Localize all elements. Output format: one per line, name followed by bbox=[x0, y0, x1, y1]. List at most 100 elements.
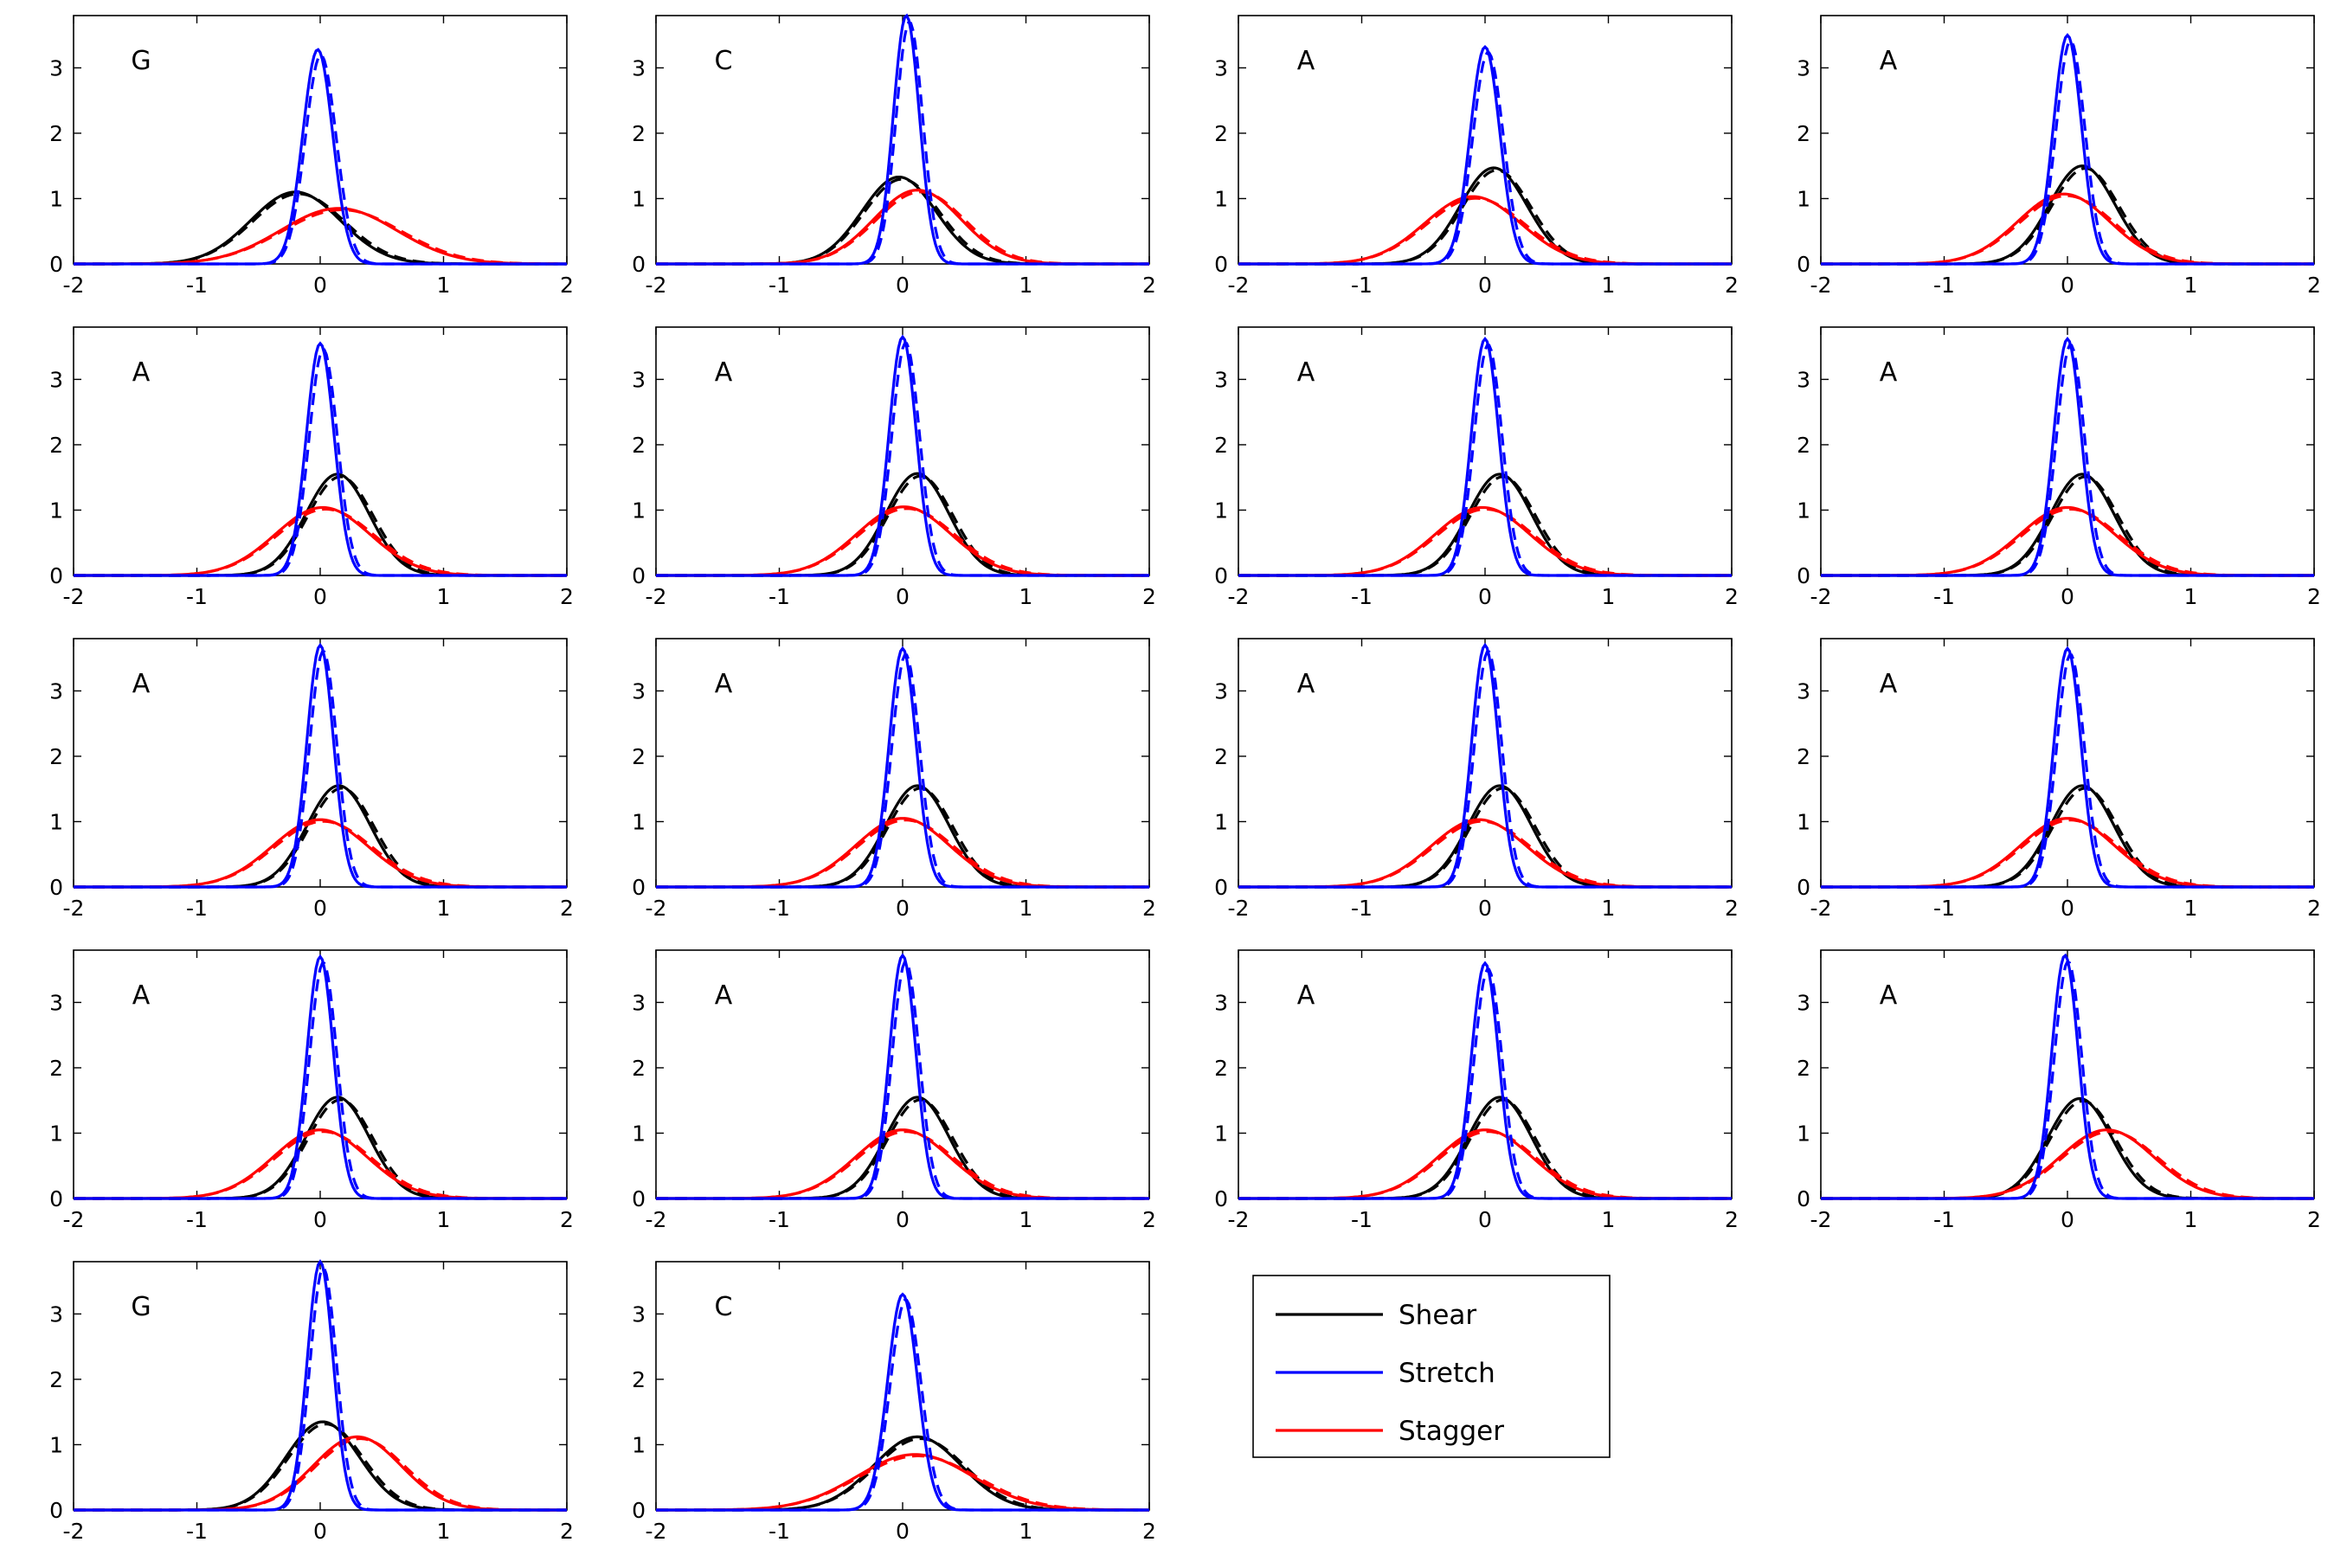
y-tick-label: 0 bbox=[1214, 875, 1228, 900]
y-tick-label: 1 bbox=[1797, 186, 1810, 211]
x-tick-label: 0 bbox=[313, 1207, 327, 1232]
x-tick-label: -2 bbox=[63, 273, 85, 298]
y-tick-label: 0 bbox=[49, 252, 63, 277]
y-tick-label: 2 bbox=[1797, 121, 1810, 146]
panel-18: -2 -1 0 1 2 0 1 2 3 C bbox=[632, 1261, 1156, 1544]
panel-9: -2 -1 0 1 2 0 1 2 3 A bbox=[49, 638, 574, 921]
x-tick-label: 2 bbox=[1142, 1519, 1156, 1544]
x-tick-label: -2 bbox=[646, 1519, 667, 1544]
x-tick-label: -2 bbox=[646, 584, 667, 609]
x-tick-label: -1 bbox=[768, 896, 790, 921]
y-tick-label: 1 bbox=[1797, 809, 1810, 834]
y-tick-label: 0 bbox=[632, 875, 646, 900]
y-tick-label: 3 bbox=[49, 1301, 63, 1327]
y-tick-label: 2 bbox=[1214, 433, 1228, 458]
y-tick-label: 3 bbox=[1797, 990, 1810, 1015]
x-tick-label: 1 bbox=[1019, 1207, 1033, 1232]
y-tick-label: 2 bbox=[632, 744, 646, 769]
panel-label: A bbox=[715, 357, 733, 388]
y-tick-label: 2 bbox=[1214, 121, 1228, 146]
x-tick-label: 1 bbox=[1602, 896, 1616, 921]
y-tick-label: 0 bbox=[1214, 252, 1228, 277]
x-tick-label: 0 bbox=[313, 273, 327, 298]
x-tick-label: -2 bbox=[63, 1207, 85, 1232]
x-tick-label: -1 bbox=[768, 584, 790, 609]
panel-11: -2 -1 0 1 2 0 1 2 3 A bbox=[1214, 638, 1739, 921]
panel-frame bbox=[1238, 15, 1733, 265]
panel-frame bbox=[655, 638, 1150, 888]
stretch-curve-dashed bbox=[1238, 51, 1732, 266]
stretch-curve-dashed bbox=[1238, 650, 1732, 889]
panel-frame bbox=[655, 326, 1150, 576]
stretch-curve-dashed bbox=[656, 342, 1149, 577]
panel-label: A bbox=[1880, 980, 1898, 1011]
legend-label-shear: Shear bbox=[1399, 1300, 1476, 1331]
x-tick-label: -2 bbox=[63, 1519, 85, 1544]
y-tick-label: 1 bbox=[632, 498, 646, 523]
panel-label: A bbox=[715, 669, 733, 699]
x-tick-label: 2 bbox=[2307, 896, 2321, 921]
panel-label: A bbox=[1297, 357, 1315, 388]
x-tick-label: 2 bbox=[560, 1207, 574, 1232]
x-tick-label: -1 bbox=[768, 1207, 790, 1232]
y-tick-label: 3 bbox=[49, 678, 63, 704]
y-tick-label: 0 bbox=[1214, 1186, 1228, 1211]
x-tick-label: -1 bbox=[1351, 1207, 1373, 1232]
panel-label: A bbox=[132, 980, 151, 1011]
stretch-curve-dashed bbox=[656, 653, 1149, 889]
x-tick-label: 0 bbox=[2061, 584, 2074, 609]
panel-label: C bbox=[715, 46, 733, 76]
y-tick-label: 0 bbox=[1214, 563, 1228, 588]
panel-7: -2 -1 0 1 2 0 1 2 3 A bbox=[1214, 326, 1739, 609]
x-tick-label: 1 bbox=[437, 896, 451, 921]
y-tick-label: 3 bbox=[1797, 55, 1810, 80]
x-tick-label: 1 bbox=[2184, 1207, 2198, 1232]
x-tick-label: 1 bbox=[1019, 584, 1033, 609]
x-tick-label: 0 bbox=[896, 1519, 910, 1544]
x-tick-label: 0 bbox=[313, 1519, 327, 1544]
x-tick-label: 0 bbox=[896, 896, 910, 921]
x-tick-label: 0 bbox=[1478, 1207, 1492, 1232]
x-tick-label: -1 bbox=[1933, 273, 1955, 298]
x-tick-label: 1 bbox=[2184, 273, 2198, 298]
x-tick-label: -2 bbox=[1810, 584, 1832, 609]
y-tick-label: 3 bbox=[1797, 678, 1810, 704]
x-tick-label: 0 bbox=[313, 896, 327, 921]
x-tick-label: 1 bbox=[2184, 584, 2198, 609]
y-tick-label: 1 bbox=[632, 1121, 646, 1146]
y-tick-label: 0 bbox=[49, 1186, 63, 1211]
x-tick-label: 0 bbox=[2061, 896, 2074, 921]
x-tick-label: -2 bbox=[63, 896, 85, 921]
panel-label: A bbox=[1297, 980, 1315, 1011]
panel-frame bbox=[73, 949, 568, 1199]
x-tick-label: 2 bbox=[560, 1519, 574, 1544]
panel-12: -2 -1 0 1 2 0 1 2 3 A bbox=[1797, 638, 2321, 921]
legend-label-stretch: Stretch bbox=[1399, 1358, 1495, 1389]
x-tick-label: -2 bbox=[1810, 273, 1832, 298]
y-tick-label: 1 bbox=[49, 1432, 63, 1457]
y-tick-label: 2 bbox=[49, 1367, 63, 1392]
stretch-curve-dashed bbox=[656, 961, 1149, 1200]
panel-frame bbox=[1820, 949, 2315, 1199]
stretch-curve-dashed bbox=[1821, 344, 2314, 577]
x-tick-label: -1 bbox=[186, 1207, 208, 1232]
panel-frame bbox=[655, 1261, 1150, 1511]
x-tick-label: -2 bbox=[1228, 896, 1250, 921]
x-tick-label: 1 bbox=[1602, 584, 1616, 609]
y-tick-label: 1 bbox=[1797, 498, 1810, 523]
x-tick-label: -1 bbox=[1351, 584, 1373, 609]
y-tick-label: 3 bbox=[49, 55, 63, 80]
y-tick-label: 2 bbox=[1797, 1056, 1810, 1081]
panel-label: C bbox=[715, 1292, 733, 1322]
panel-frame bbox=[73, 326, 568, 576]
x-tick-label: 2 bbox=[1142, 1207, 1156, 1232]
x-tick-label: 1 bbox=[1019, 273, 1033, 298]
y-tick-label: 2 bbox=[49, 433, 63, 458]
x-tick-label: -2 bbox=[646, 1207, 667, 1232]
x-tick-label: 2 bbox=[1142, 273, 1156, 298]
panel-6: -2 -1 0 1 2 0 1 2 3 A bbox=[632, 326, 1156, 609]
y-tick-label: 3 bbox=[632, 367, 646, 392]
y-tick-label: 2 bbox=[49, 1056, 63, 1081]
x-tick-label: -1 bbox=[1933, 896, 1955, 921]
